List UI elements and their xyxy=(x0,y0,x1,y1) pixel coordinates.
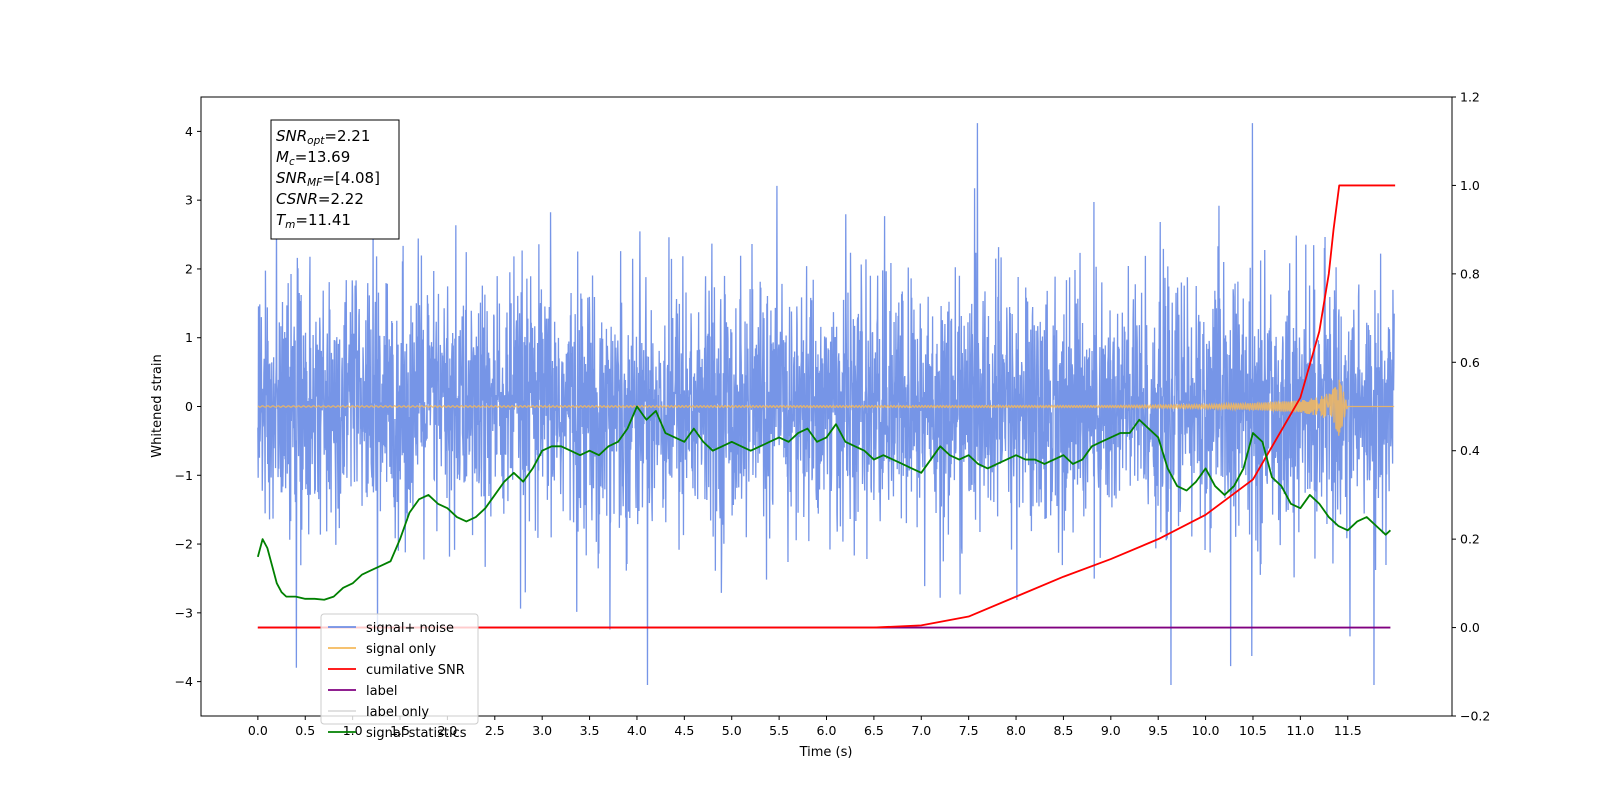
y-left-tick-label: 1 xyxy=(185,330,193,345)
x-tick-label: 6.5 xyxy=(864,723,884,738)
y-left-tick-label: −3 xyxy=(175,605,193,620)
y-left-tick-label: 0 xyxy=(185,399,193,414)
y-left-tick-label: 3 xyxy=(185,193,193,208)
x-tick-label: 4.5 xyxy=(674,723,694,738)
y-right-tick-label: 0.0 xyxy=(1460,620,1480,635)
y-left-tick-label: 4 xyxy=(185,124,193,139)
x-tick-label: 4.0 xyxy=(627,723,647,738)
info-box-line: CSNR=2.22 xyxy=(276,190,364,208)
info-box: SNRopt=2.21Mc=13.69SNRMF=[4.08]CSNR=2.22… xyxy=(270,119,400,240)
y-right-tick-label: 0.6 xyxy=(1460,355,1480,370)
legend-label: signal+ noise xyxy=(366,621,454,636)
info-box-line: Mc=13.69 xyxy=(276,148,350,168)
y-right-tick-label: 0.4 xyxy=(1460,443,1480,458)
x-tick-label: 9.0 xyxy=(1101,723,1121,738)
y-right-tick-label: 1.2 xyxy=(1460,90,1480,105)
x-tick-label: 7.5 xyxy=(959,723,979,738)
series-cumulative-snr xyxy=(257,184,1396,629)
y-left-tick-label: −2 xyxy=(175,537,193,552)
y-right-tick-label: 0.2 xyxy=(1460,532,1480,547)
y-right-tick-label: 1.0 xyxy=(1460,178,1480,193)
x-tick-label: 3.5 xyxy=(580,723,600,738)
y-right-tick-label: −0.2 xyxy=(1460,709,1490,724)
x-tick-label: 0.0 xyxy=(248,723,268,738)
x-tick-label: 2.5 xyxy=(485,723,505,738)
y-axis-left: −4 −3 −2 −1 0 1 2 3 4 xyxy=(175,124,201,689)
legend-frame xyxy=(320,613,479,725)
x-axis-label: Time (s) xyxy=(799,745,853,760)
x-tick-label: 0.5 xyxy=(295,723,315,738)
legend-label: cumilative SNR xyxy=(366,663,465,678)
x-tick-label: 1.5 xyxy=(390,723,410,738)
y-left-tick-label: −1 xyxy=(175,468,193,483)
x-tick-label: 7.0 xyxy=(911,723,931,738)
x-tick-label: 1.0 xyxy=(343,723,363,738)
legend-label: signal only xyxy=(366,642,436,657)
legend-label: label only xyxy=(366,705,429,720)
legend-label: label xyxy=(366,684,397,699)
y-left-tick-label: −4 xyxy=(175,674,193,689)
y-left-tick-label: 2 xyxy=(185,261,193,276)
x-tick-label: 2.0 xyxy=(437,723,457,738)
x-axis: 0.0 0.5 1.0 1.5 2.0 2.5 3.0 3.5 4.0 4.5 5.0 5.5 6.0 6… xyxy=(248,716,1362,738)
y-axis-right: −0.2 0.0 0.2 0.4 0.6 0.8 1.0 1.2 xyxy=(1452,90,1490,724)
series-signal-only xyxy=(257,379,1395,436)
x-tick-label: 10.0 xyxy=(1192,723,1220,738)
x-tick-label: 5.5 xyxy=(769,723,789,738)
info-box-line: Tm=11.41 xyxy=(276,211,351,231)
info-box-line: SNRopt=2.21 xyxy=(276,127,370,147)
info-box-frame xyxy=(270,119,400,240)
x-tick-label: 11.5 xyxy=(1334,723,1362,738)
x-tick-label: 8.5 xyxy=(1053,723,1073,738)
x-tick-label: 5.0 xyxy=(722,723,742,738)
series-signal-noise xyxy=(257,123,1395,686)
legend-label: signal statistics xyxy=(366,726,467,741)
y-right-tick-label: 0.8 xyxy=(1460,266,1480,281)
x-tick-label: 3.0 xyxy=(532,723,552,738)
x-tick-label: 9.5 xyxy=(1148,723,1168,738)
y-axis-label-left: Whitened strain xyxy=(150,354,165,457)
info-box-line: SNRMF=[4.08] xyxy=(276,169,380,189)
x-tick-label: 8.0 xyxy=(1006,723,1026,738)
x-tick-label: 6.0 xyxy=(817,723,837,738)
x-tick-label: 10.5 xyxy=(1239,723,1267,738)
x-tick-label: 11.0 xyxy=(1286,723,1314,738)
legend: signal+ noise signal only cumilative SNR la… xyxy=(320,613,479,741)
series-signal-statistics xyxy=(256,405,1392,601)
